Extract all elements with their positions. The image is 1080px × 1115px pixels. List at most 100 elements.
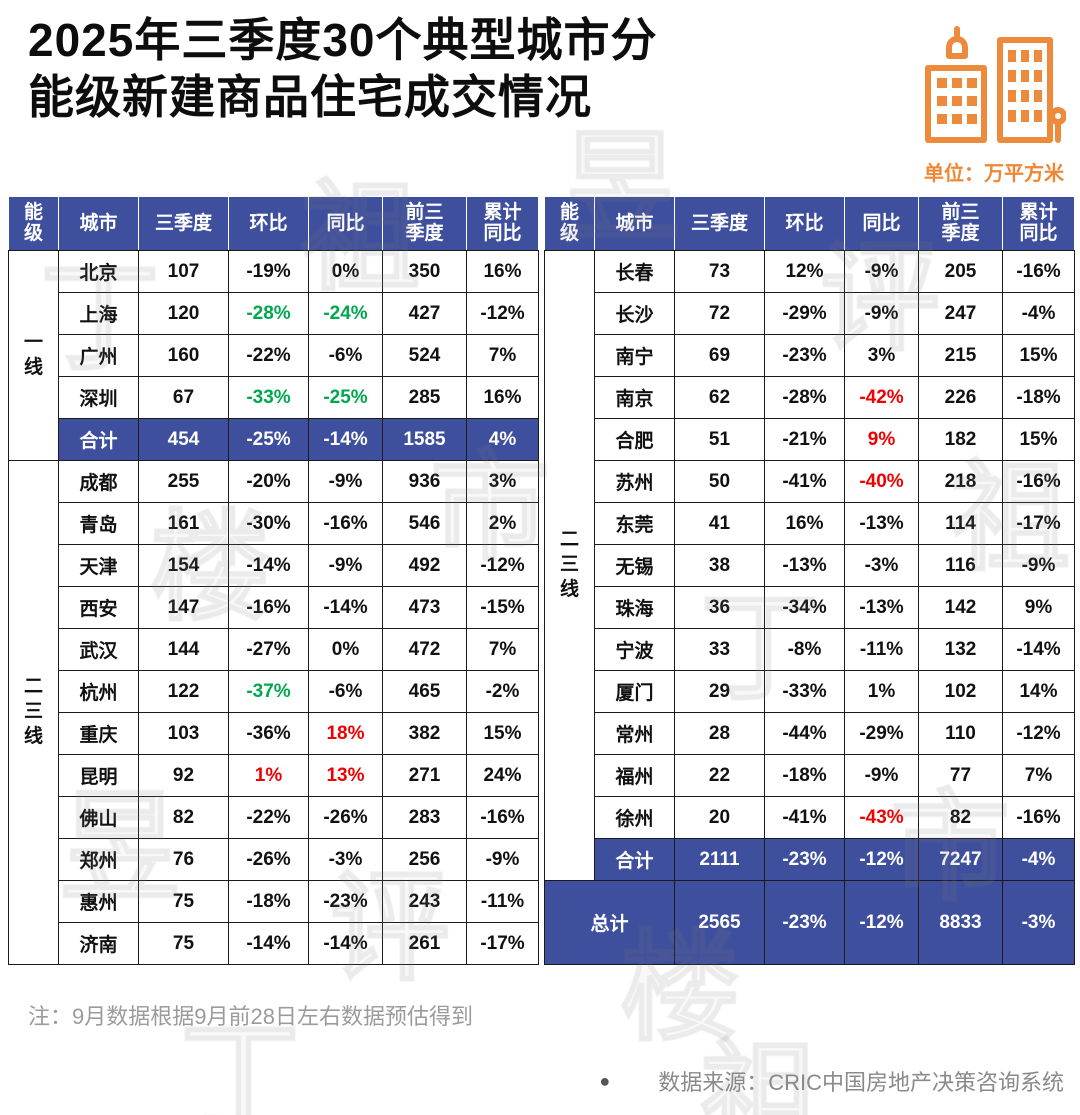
value-cell: 144	[138, 628, 229, 671]
value-cell: 82	[138, 796, 229, 839]
value-cell: 226	[918, 376, 1003, 419]
value-cell: 29	[674, 670, 765, 713]
table-row: 深圳 67 -33% -25% 285 16%	[9, 376, 539, 419]
value-cell: 132	[918, 628, 1003, 671]
subtotal-value-cell: 4%	[466, 418, 539, 461]
value-cell: 75	[138, 880, 229, 923]
table-row: 昆明 92 1% 13% 271 24%	[9, 754, 539, 797]
city-cell: 上海	[58, 292, 139, 335]
value-cell: -42%	[844, 376, 919, 419]
value-cell: -19%	[228, 250, 309, 293]
value-cell: 15%	[1002, 334, 1075, 377]
value-cell: 9%	[1002, 586, 1075, 629]
value-cell: -14%	[228, 922, 309, 965]
grand-total-value-cell: 2565	[674, 880, 765, 965]
value-cell: -12%	[466, 292, 539, 335]
value-cell: 2%	[466, 502, 539, 545]
value-cell: -18%	[764, 754, 845, 797]
table-row: 福州 22 -18% -9% 77 7%	[545, 754, 1075, 797]
table-row: 济南 75 -14% -14% 261 -17%	[9, 922, 539, 965]
city-cell: 苏州	[594, 460, 675, 503]
value-cell: -11%	[466, 880, 539, 923]
col-header-mom: 环比	[764, 196, 845, 251]
value-cell: -13%	[844, 586, 919, 629]
value-cell: 38	[674, 544, 765, 587]
value-cell: 14%	[1002, 670, 1075, 713]
col-header-label: 能级	[23, 201, 43, 245]
value-cell: -2%	[466, 670, 539, 713]
city-cell: 广州	[58, 334, 139, 377]
value-cell: -44%	[764, 712, 845, 755]
value-cell: -33%	[228, 376, 309, 419]
value-cell: -16%	[1002, 250, 1075, 293]
value-cell: 142	[918, 586, 1003, 629]
value-cell: 215	[918, 334, 1003, 377]
subtotal-value-cell: -14%	[308, 418, 383, 461]
value-cell: -29%	[844, 712, 919, 755]
value-cell: 24%	[466, 754, 539, 797]
table-row: 惠州 75 -18% -23% 243 -11%	[9, 880, 539, 923]
table-row: 佛山 82 -22% -26% 283 -16%	[9, 796, 539, 839]
value-cell: -22%	[228, 796, 309, 839]
table-row: 常州 28 -44% -29% 110 -12%	[545, 712, 1075, 755]
value-cell: 473	[382, 586, 467, 629]
value-cell: 7%	[466, 628, 539, 671]
source-text: 数据来源：CRIC中国房地产决策咨询系统	[658, 1070, 1064, 1095]
value-cell: 69	[674, 334, 765, 377]
value-cell: 73	[674, 250, 765, 293]
table-row: 厦门 29 -33% 1% 102 14%	[545, 670, 1075, 713]
value-cell: -21%	[764, 418, 845, 461]
value-cell: -30%	[228, 502, 309, 545]
col-header-label: 前三 季度	[405, 201, 444, 245]
value-cell: 33	[674, 628, 765, 671]
value-cell: -13%	[764, 544, 845, 587]
city-cell: 昆明	[58, 754, 139, 797]
value-cell: -26%	[308, 796, 383, 839]
page-title-line1: 2025年三季度30个典型城市分	[28, 14, 658, 66]
table-row: 合肥 51 -21% 9% 182 15%	[545, 418, 1075, 461]
value-cell: -9%	[308, 544, 383, 587]
col-header-quarter: 三季度	[674, 196, 765, 251]
city-cell: 惠州	[58, 880, 139, 923]
value-cell: 492	[382, 544, 467, 587]
value-cell: 3%	[844, 334, 919, 377]
subtotal-value-cell: -25%	[228, 418, 309, 461]
table-row: 南宁 69 -23% 3% 215 15%	[545, 334, 1075, 377]
value-cell: 271	[382, 754, 467, 797]
value-cell: 350	[382, 250, 467, 293]
value-cell: -16%	[1002, 796, 1075, 839]
value-cell: -43%	[844, 796, 919, 839]
value-cell: -28%	[228, 292, 309, 335]
col-header-label: 环比	[785, 212, 824, 234]
value-cell: -24%	[308, 292, 383, 335]
value-cell: 546	[382, 502, 467, 545]
value-cell: 472	[382, 628, 467, 671]
source-bullet-icon: ●	[599, 1070, 611, 1091]
unit-label: 单位：万平方米	[924, 163, 1064, 185]
value-cell: -28%	[764, 376, 845, 419]
value-cell: 13%	[308, 754, 383, 797]
value-cell: -41%	[764, 796, 845, 839]
value-cell: 427	[382, 292, 467, 335]
value-cell: 36	[674, 586, 765, 629]
table-row: 一线 北京 107 -19% 0% 350 16%	[8, 250, 539, 461]
value-cell: 7%	[466, 334, 539, 377]
value-cell: -6%	[308, 334, 383, 377]
value-cell: 92	[138, 754, 229, 797]
value-cell: 16%	[466, 250, 539, 293]
value-cell: 20	[674, 796, 765, 839]
value-cell: -36%	[228, 712, 309, 755]
subtotal-value-cell: 2111	[674, 838, 765, 881]
col-header-label: 三季度	[154, 212, 212, 234]
value-cell: 22	[674, 754, 765, 797]
value-cell: 18%	[308, 712, 383, 755]
value-cell: 67	[138, 376, 229, 419]
col-header-label: 环比	[249, 212, 288, 234]
value-cell: 75	[138, 922, 229, 965]
city-cell: 济南	[58, 922, 139, 965]
header-row: 能级 城市 三季度 环比 同比 前三 季度 累计 同比	[8, 196, 539, 251]
subtotal-value-cell: -12%	[844, 838, 919, 881]
city-cell: 徐州	[594, 796, 675, 839]
city-cell: 重庆	[58, 712, 139, 755]
table-row: 郑州 76 -26% -3% 256 -9%	[9, 838, 539, 881]
